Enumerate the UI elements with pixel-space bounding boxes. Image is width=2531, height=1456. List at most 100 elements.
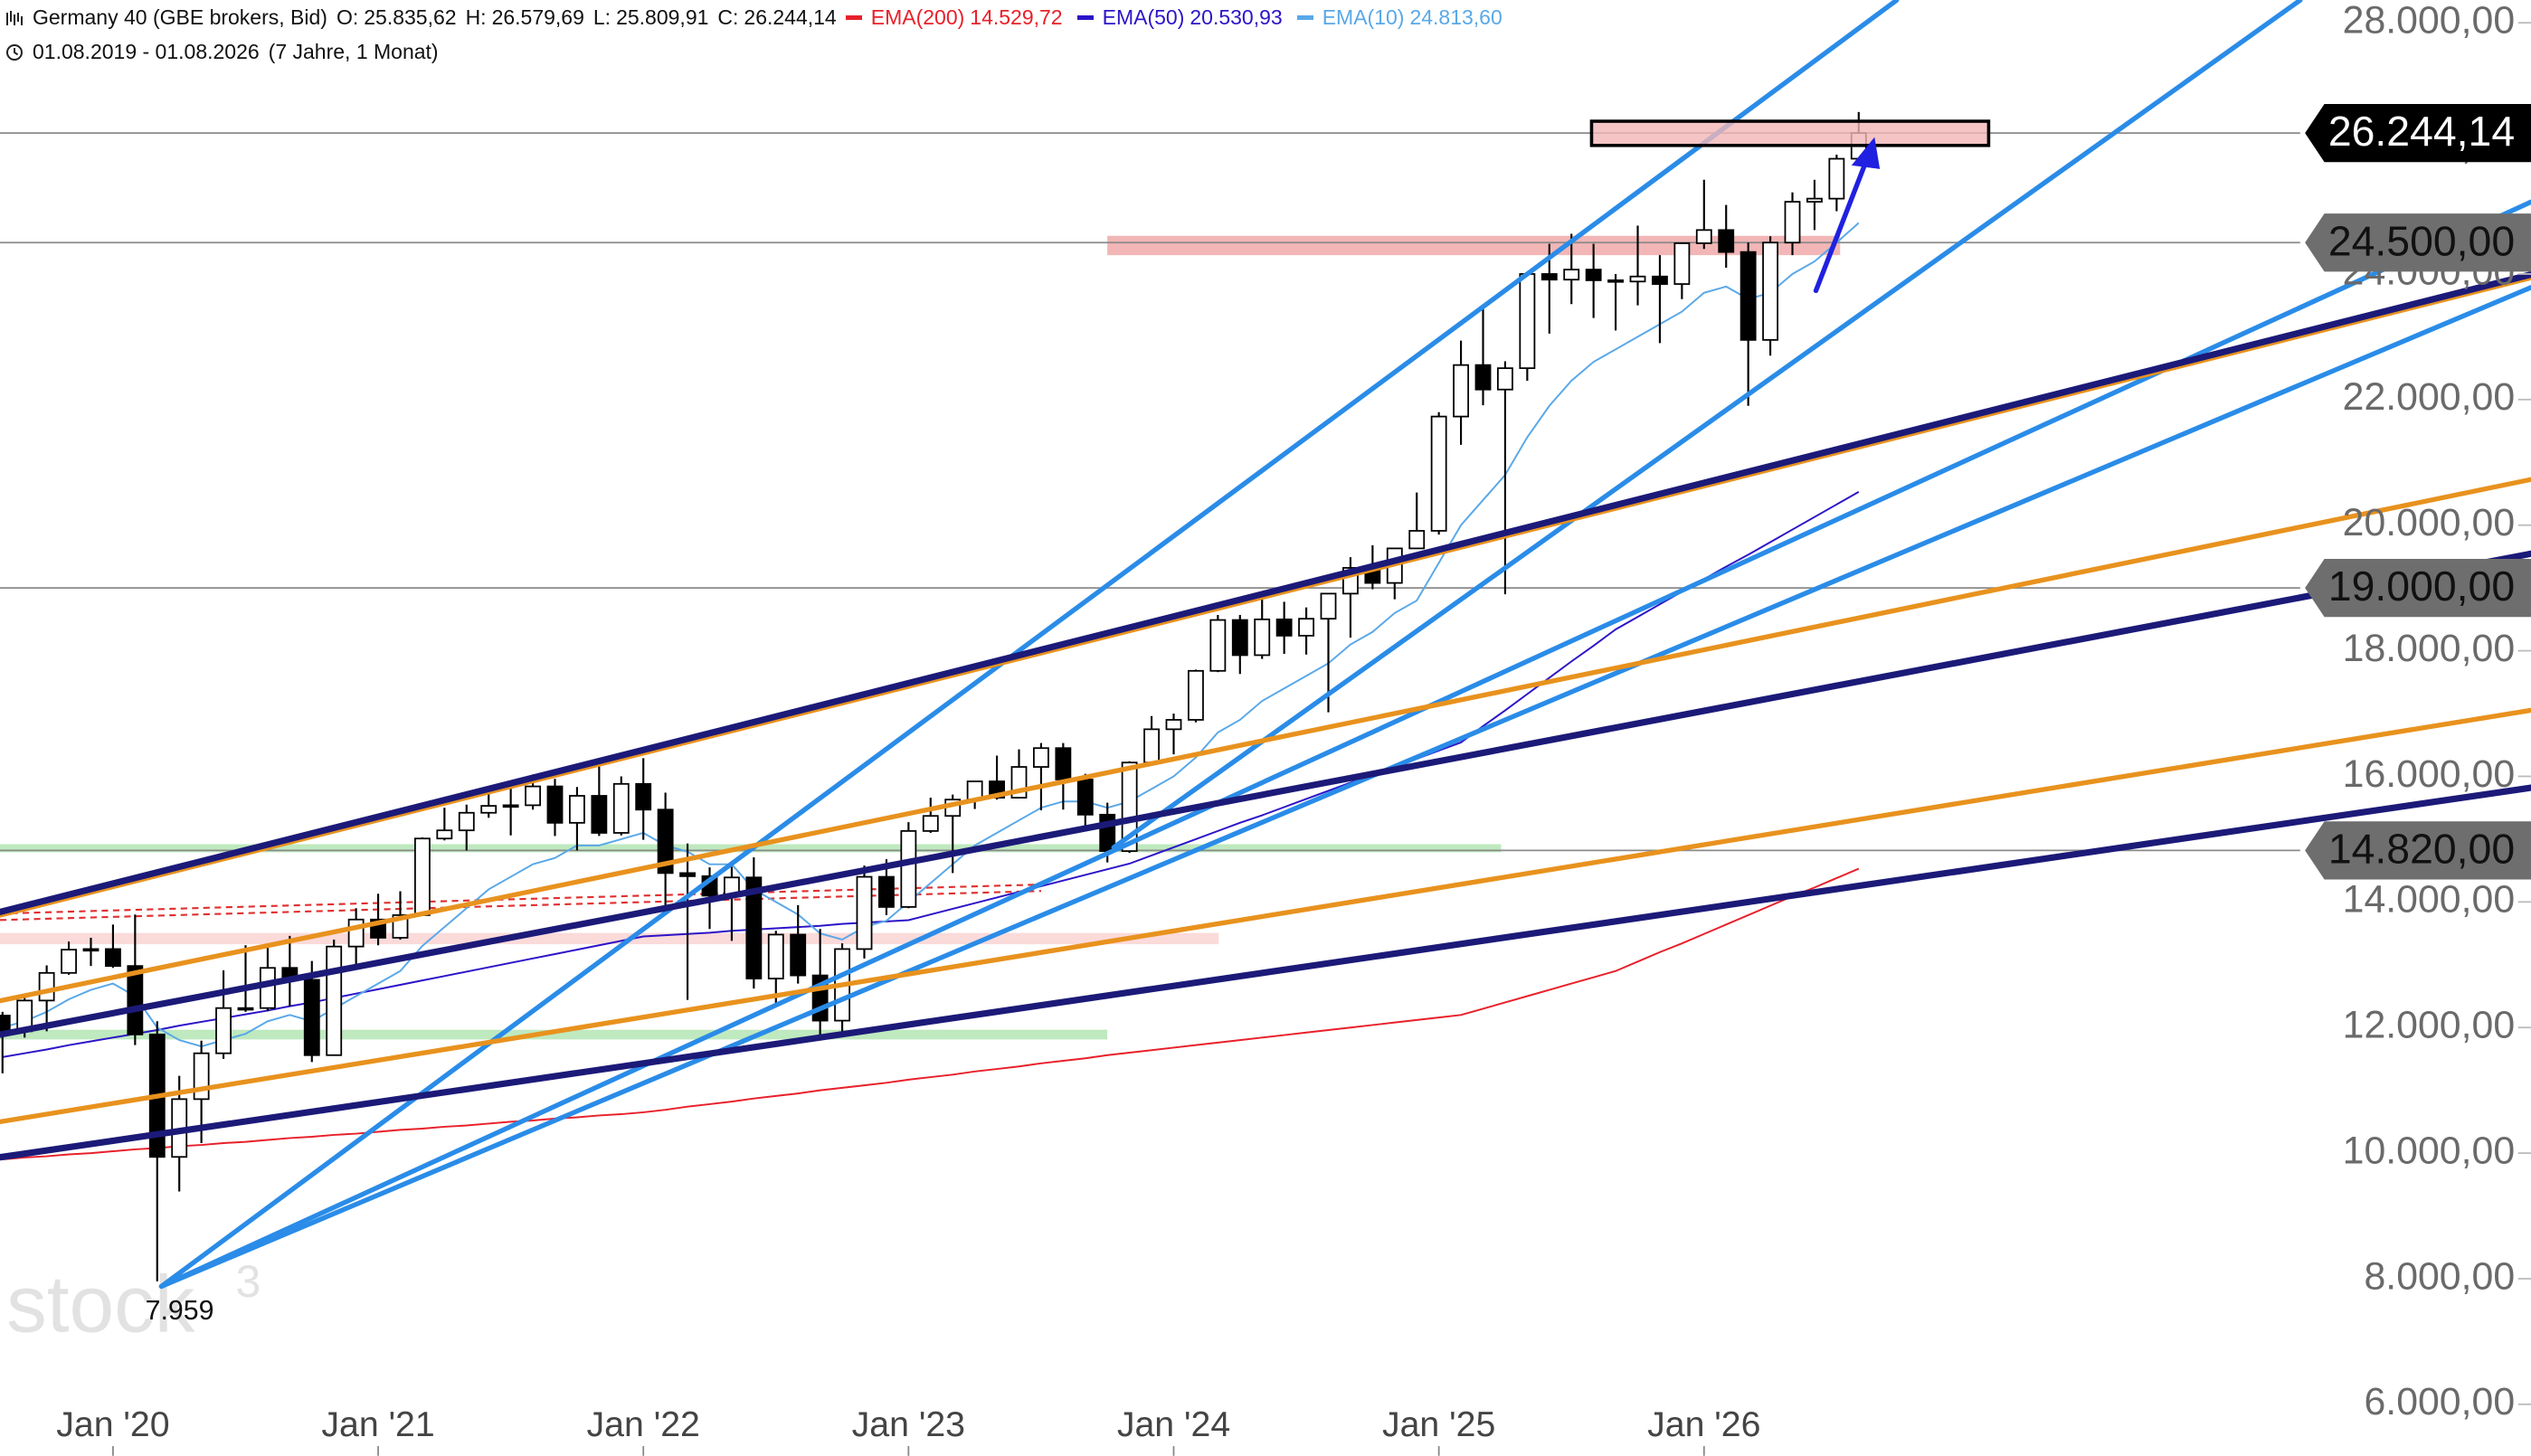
candle-body [1784,201,1801,244]
candle-body [303,979,320,1056]
dashed-line [0,884,1041,915]
candle-body [1806,197,1823,203]
legend: EMA(200) 14.529,72 EMA(50) 20.530,93 EMA(10)… [845,5,1502,30]
candle-body [657,808,674,875]
dashed-line [0,890,1041,922]
quote-value: 26.579,69 [491,5,584,29]
x-tick-label: Jan '23 [852,1404,965,1444]
candle-body [1540,273,1558,281]
x-tick-label: Jan '25 [1382,1404,1495,1444]
arrow [1813,158,1869,294]
candle-body [1453,364,1469,418]
low-label: 7.959 [146,1296,214,1326]
candle-body [61,949,77,974]
level-label: 19.000,00 [2328,563,2515,610]
y-tick-label: 10.000,00 [2343,1129,2515,1172]
candle-body [635,782,652,811]
level-label: 14.820,00 [2328,825,2515,872]
watermark: stock 3 [6,1256,261,1349]
legend-item: EMA(200) 14.529,72 [845,5,1063,30]
candle-body [1607,279,1625,283]
legend-item: EMA(50) 20.530,93 [1076,5,1283,30]
candle-body [1519,273,1536,370]
y-tick-label: 16.000,00 [2343,752,2515,796]
trend-line [0,550,2531,1038]
candle-body [1695,229,1712,244]
ema-line [2,867,1860,1161]
legend-name: EMA(10) [1322,5,1405,29]
y-tick-label: 6.000,00 [2364,1380,2515,1423]
candle-body [458,811,475,832]
legend-swatch [1076,15,1094,20]
candle-body [591,795,608,834]
header-line: Germany 40 (GBE brokers, Bid) O: 25.835,6… [5,5,1502,30]
candle-body [1408,530,1426,550]
candle-body [1320,592,1337,620]
legend-value: 24.813,60 [1409,5,1502,29]
quote-key: H: [465,5,487,29]
candle-body [1254,618,1271,657]
x-tick-label: Jan '20 [56,1404,169,1444]
candle-body [1275,618,1293,637]
candle-body [1055,747,1072,780]
y-tick-label: 22.000,00 [2343,375,2515,419]
candle-body [1762,241,1779,341]
candle-body [1076,779,1094,816]
level-label: 26.244,14 [2328,108,2515,155]
candle-body [1231,619,1248,657]
candle-body [1652,275,1668,285]
legend-item: EMA(10) 24.813,60 [1296,5,1502,30]
candle-body [1188,669,1204,721]
level-label: 24.500,00 [2328,217,2515,264]
chart-icon [6,10,23,25]
axes: 6.000,00 8.000,00 10.000,00 12.000,00 14.000… [56,0,2531,1456]
trend-line [158,285,2531,1290]
trend-line [0,784,2531,1161]
candle-body [1739,251,1757,341]
level-box [2305,213,2531,272]
trend-lines [0,0,2531,1290]
candle-body [1121,761,1138,852]
candle-body [1209,619,1227,672]
candle-body [767,933,784,979]
candle-body [1585,269,1602,281]
legend-value: 14.529,72 [970,5,1063,29]
candle-body [1718,229,1735,253]
candle-body [922,815,939,832]
candle-body [1563,269,1580,281]
candle-body [104,948,121,968]
candle-body [0,1015,11,1033]
candle-body [878,875,895,908]
level-box [2305,104,2531,163]
candle-body [612,782,630,834]
level-box [2305,821,2531,880]
candle-body [856,875,873,950]
candle-body [790,933,807,977]
legend-swatch [845,15,862,20]
trend-line [0,707,2531,1125]
level-box [2305,559,2531,618]
x-tick-label: Jan '26 [1647,1404,1760,1444]
candle-body [1165,719,1182,731]
legend-value: 20.530,93 [1190,5,1283,29]
candle-body [347,918,365,948]
candle-body [546,785,564,824]
zone [0,1029,1108,1040]
quote-key: L: [592,5,611,29]
candles [0,111,1867,1281]
legend-name: EMA(50) [1102,5,1185,29]
y-tick-label: 28.000,00 [2343,0,2515,43]
candle-body [1430,415,1447,532]
y-tick-label: 18.000,00 [2343,627,2515,670]
quote-value: 25.809,91 [616,5,709,29]
candle-body [1298,618,1314,637]
candle-body [38,971,55,1002]
watermark-sup: 3 [236,1256,261,1307]
trend-line [158,199,2531,1290]
candle-body [1673,242,1691,285]
candle-body [1143,728,1160,764]
header-line: 01.08.2019 - 01.08.2026 (7 Jahre, 1 Mona… [5,40,439,64]
quote-key: O: [336,5,359,29]
